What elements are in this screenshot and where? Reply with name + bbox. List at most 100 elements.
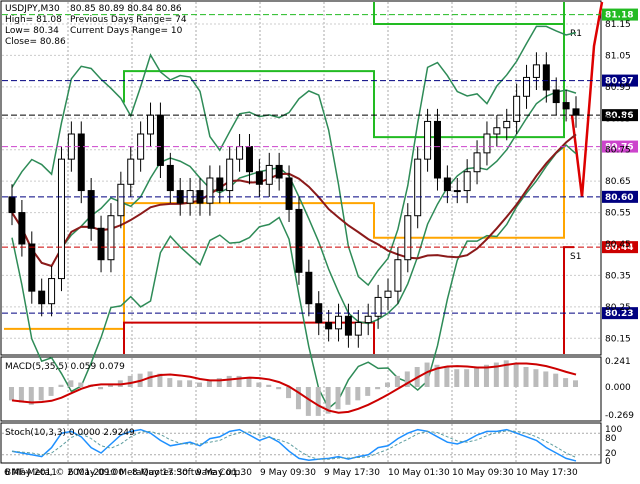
symbol-title: USDJPY,M30 [5, 4, 60, 14]
candle-body [107, 215, 115, 261]
candle-body [483, 133, 491, 154]
zone-r1 [123, 2, 565, 139]
level-tag-label: 80.97 [605, 77, 633, 87]
bollinger-lower [11, 144, 577, 410]
macd-bar [197, 382, 202, 387]
macd-bar [335, 387, 341, 410]
zone-s1 [123, 321, 375, 354]
stoch-title: Stoch(10,3,3) 0.0000 2.9249 [5, 428, 135, 438]
candle-body [295, 208, 303, 273]
macd-bar [266, 384, 272, 387]
level-tag-label: 80.23 [605, 309, 633, 319]
main-panel-frame [0, 0, 602, 356]
y-tick-label: 80.25 [605, 303, 631, 313]
candle-body [433, 120, 441, 179]
candle-body [57, 158, 65, 280]
level-tag-label: 81.18 [605, 11, 633, 21]
candle-body [275, 164, 283, 179]
macd-bar [246, 378, 252, 387]
candle-body [463, 171, 471, 192]
candle-body [147, 114, 155, 135]
macd-bar [483, 364, 489, 387]
candle-body [562, 102, 570, 110]
macd-bar [543, 371, 549, 387]
x-tick-label: 9 May 01:30 [196, 468, 252, 478]
macd-bar [286, 387, 292, 399]
macd-bar [444, 367, 450, 387]
macd-bar [295, 387, 301, 410]
candle-body [265, 164, 273, 185]
candle-body [424, 120, 432, 160]
slow-ma [11, 133, 577, 268]
x-tick-label: 10 May 17:30 [516, 468, 578, 478]
stoch-main [11, 428, 577, 462]
macd-tick: 0.000 [605, 383, 631, 393]
candle-body [473, 152, 481, 173]
macd-bar [226, 375, 232, 387]
candle-body [255, 171, 263, 185]
x-tick-label: 9 May 17:30 [324, 468, 380, 478]
candle-body [542, 64, 550, 91]
level-tag [602, 241, 638, 254]
macd-bar [493, 362, 499, 387]
level-tag [602, 190, 638, 203]
stoch-tick: 80 [605, 434, 617, 444]
info-prev-range: Previous Days Range= 74 [70, 15, 187, 25]
level-tag [602, 8, 638, 21]
candle-body [443, 177, 451, 192]
macd-bar [18, 387, 24, 403]
candle-body [335, 315, 343, 330]
y-tick-label: 80.15 [605, 334, 631, 344]
candle-body [127, 158, 135, 185]
candle-body [354, 322, 362, 336]
macd-bar [464, 369, 470, 387]
macd-bar [167, 378, 173, 387]
candle-body [245, 146, 253, 173]
macd-bar [187, 380, 193, 387]
macd-bar [28, 387, 34, 405]
candle-body [384, 290, 392, 298]
candle-body [453, 190, 461, 193]
macd-bar [305, 387, 311, 416]
macd-bar [276, 387, 282, 390]
candle-body [97, 227, 105, 261]
candle-body [166, 164, 174, 192]
candle-body [523, 76, 531, 97]
y-tick-label: 81.15 [605, 20, 631, 30]
candle-body [325, 322, 333, 330]
candle-body [206, 177, 214, 204]
level-tag [602, 74, 638, 87]
macd-bar [365, 387, 371, 396]
macd-bar [345, 387, 351, 405]
bollinger-middle [11, 89, 577, 325]
macd-bar [394, 375, 400, 387]
candle-body [216, 177, 224, 192]
x-tick-label: 10 May 01:30 [388, 468, 450, 478]
pivot-zones: R1 S1 [4, 1, 604, 354]
candle-body [414, 158, 422, 217]
macd-bar [404, 371, 410, 387]
price-axis: 81.18 80.97 80.86 80.76 80.60 80.44 80.23 81.15… [602, 8, 638, 467]
candle-body [364, 315, 372, 324]
candle-body [156, 114, 164, 166]
candle-body [87, 190, 95, 229]
macd-bar [9, 387, 14, 401]
bollinger-upper [11, 25, 577, 287]
y-tick-label: 80.85 [605, 114, 631, 124]
macd-histogram [9, 360, 578, 416]
macd-bar [503, 360, 509, 387]
macd-bar [355, 387, 361, 401]
y-tick-label: 80.45 [605, 240, 631, 250]
macd-bar [236, 375, 242, 387]
x-tick-label: 8 May 17:30 [132, 468, 188, 478]
candle-body [374, 296, 382, 317]
x-tick-label: 10 May 09:30 [452, 468, 514, 478]
macd-bar [78, 382, 84, 387]
macd-bar [533, 369, 539, 387]
info-cur-range: Current Days Range= 10 [70, 26, 183, 36]
candle-body [117, 183, 125, 217]
candle-body [344, 315, 352, 336]
macd-bar [553, 373, 559, 387]
macd-bar [375, 387, 381, 390]
